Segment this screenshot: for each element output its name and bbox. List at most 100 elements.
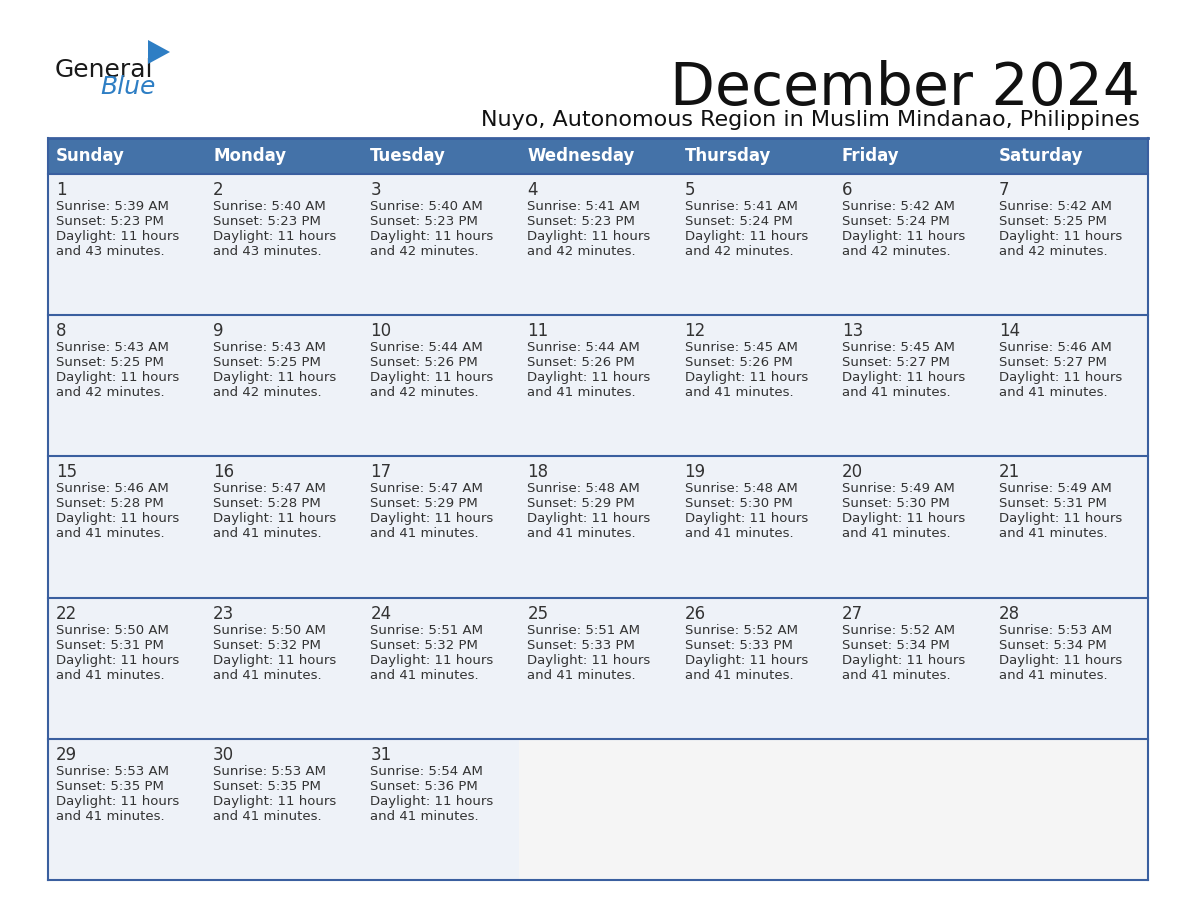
Bar xyxy=(677,598,834,739)
Text: and 42 minutes.: and 42 minutes. xyxy=(213,386,322,399)
Text: Daylight: 11 hours: Daylight: 11 hours xyxy=(999,654,1123,666)
Text: 21: 21 xyxy=(999,464,1020,481)
Text: and 41 minutes.: and 41 minutes. xyxy=(999,528,1107,541)
Bar xyxy=(991,315,1148,456)
Text: 2: 2 xyxy=(213,181,223,199)
Bar xyxy=(677,315,834,456)
Text: Sunrise: 5:44 AM: Sunrise: 5:44 AM xyxy=(527,341,640,354)
Text: Daylight: 11 hours: Daylight: 11 hours xyxy=(371,371,493,385)
Bar xyxy=(362,739,519,880)
Bar xyxy=(677,739,834,880)
Text: Sunrise: 5:48 AM: Sunrise: 5:48 AM xyxy=(684,482,797,496)
Text: Sunset: 5:25 PM: Sunset: 5:25 PM xyxy=(56,356,164,369)
Text: 17: 17 xyxy=(371,464,391,481)
Text: Sunrise: 5:49 AM: Sunrise: 5:49 AM xyxy=(842,482,954,496)
Text: 15: 15 xyxy=(56,464,77,481)
Text: and 41 minutes.: and 41 minutes. xyxy=(842,386,950,399)
Bar xyxy=(991,456,1148,598)
Text: and 41 minutes.: and 41 minutes. xyxy=(684,386,794,399)
Bar xyxy=(519,315,677,456)
Text: Daylight: 11 hours: Daylight: 11 hours xyxy=(999,512,1123,525)
Text: and 42 minutes.: and 42 minutes. xyxy=(371,245,479,258)
Text: Wednesday: Wednesday xyxy=(527,147,634,165)
Text: 29: 29 xyxy=(56,745,77,764)
Bar xyxy=(519,174,677,315)
Text: and 41 minutes.: and 41 minutes. xyxy=(684,528,794,541)
Text: Sunrise: 5:44 AM: Sunrise: 5:44 AM xyxy=(371,341,484,354)
Polygon shape xyxy=(148,40,170,64)
Text: Sunset: 5:26 PM: Sunset: 5:26 PM xyxy=(527,356,636,369)
Text: Sunrise: 5:45 AM: Sunrise: 5:45 AM xyxy=(684,341,797,354)
Bar xyxy=(677,456,834,598)
Text: Daylight: 11 hours: Daylight: 11 hours xyxy=(371,654,493,666)
Text: Sunrise: 5:46 AM: Sunrise: 5:46 AM xyxy=(999,341,1112,354)
Text: Sunrise: 5:50 AM: Sunrise: 5:50 AM xyxy=(56,623,169,636)
Text: Sunset: 5:32 PM: Sunset: 5:32 PM xyxy=(371,639,478,652)
Text: 11: 11 xyxy=(527,322,549,341)
Text: Sunrise: 5:47 AM: Sunrise: 5:47 AM xyxy=(371,482,484,496)
Text: 9: 9 xyxy=(213,322,223,341)
Text: and 41 minutes.: and 41 minutes. xyxy=(56,528,165,541)
Text: Daylight: 11 hours: Daylight: 11 hours xyxy=(684,371,808,385)
Text: Monday: Monday xyxy=(213,147,286,165)
Text: and 41 minutes.: and 41 minutes. xyxy=(213,810,322,823)
Text: Sunset: 5:34 PM: Sunset: 5:34 PM xyxy=(842,639,949,652)
Text: Sunrise: 5:51 AM: Sunrise: 5:51 AM xyxy=(371,623,484,636)
Bar xyxy=(206,315,362,456)
Text: 30: 30 xyxy=(213,745,234,764)
Text: Daylight: 11 hours: Daylight: 11 hours xyxy=(213,654,336,666)
Text: 3: 3 xyxy=(371,181,381,199)
Text: Sunrise: 5:49 AM: Sunrise: 5:49 AM xyxy=(999,482,1112,496)
Text: and 41 minutes.: and 41 minutes. xyxy=(999,386,1107,399)
Text: Sunset: 5:24 PM: Sunset: 5:24 PM xyxy=(684,215,792,228)
Bar xyxy=(991,739,1148,880)
Text: 28: 28 xyxy=(999,605,1020,622)
Text: Sunset: 5:35 PM: Sunset: 5:35 PM xyxy=(56,779,164,793)
Text: 26: 26 xyxy=(684,605,706,622)
Bar xyxy=(362,315,519,456)
Text: December 2024: December 2024 xyxy=(670,60,1140,117)
Text: Blue: Blue xyxy=(100,75,156,99)
Text: Sunrise: 5:51 AM: Sunrise: 5:51 AM xyxy=(527,623,640,636)
Text: Nuyo, Autonomous Region in Muslim Mindanao, Philippines: Nuyo, Autonomous Region in Muslim Mindan… xyxy=(481,110,1140,130)
Text: and 41 minutes.: and 41 minutes. xyxy=(684,668,794,681)
Bar xyxy=(834,598,991,739)
Bar xyxy=(834,315,991,456)
Text: Daylight: 11 hours: Daylight: 11 hours xyxy=(56,512,179,525)
Text: Sunset: 5:26 PM: Sunset: 5:26 PM xyxy=(684,356,792,369)
Text: and 43 minutes.: and 43 minutes. xyxy=(56,245,165,258)
Bar xyxy=(362,598,519,739)
Text: Sunset: 5:25 PM: Sunset: 5:25 PM xyxy=(999,215,1107,228)
Text: and 41 minutes.: and 41 minutes. xyxy=(842,528,950,541)
Text: Sunset: 5:32 PM: Sunset: 5:32 PM xyxy=(213,639,321,652)
Text: and 41 minutes.: and 41 minutes. xyxy=(213,668,322,681)
Text: and 42 minutes.: and 42 minutes. xyxy=(999,245,1107,258)
Bar xyxy=(48,739,206,880)
Bar xyxy=(677,174,834,315)
Text: Sunrise: 5:41 AM: Sunrise: 5:41 AM xyxy=(527,200,640,213)
Text: 20: 20 xyxy=(842,464,862,481)
Text: and 41 minutes.: and 41 minutes. xyxy=(371,668,479,681)
Text: Daylight: 11 hours: Daylight: 11 hours xyxy=(213,230,336,243)
Text: Daylight: 11 hours: Daylight: 11 hours xyxy=(842,230,965,243)
Text: and 41 minutes.: and 41 minutes. xyxy=(527,668,636,681)
Text: 1: 1 xyxy=(56,181,67,199)
Text: Friday: Friday xyxy=(842,147,899,165)
Text: and 41 minutes.: and 41 minutes. xyxy=(371,528,479,541)
Text: 13: 13 xyxy=(842,322,862,341)
Bar xyxy=(362,174,519,315)
Text: Tuesday: Tuesday xyxy=(371,147,447,165)
Bar xyxy=(206,456,362,598)
Text: 18: 18 xyxy=(527,464,549,481)
Bar xyxy=(519,739,677,880)
Text: and 43 minutes.: and 43 minutes. xyxy=(213,245,322,258)
Bar xyxy=(834,456,991,598)
Text: Sunrise: 5:41 AM: Sunrise: 5:41 AM xyxy=(684,200,797,213)
Bar xyxy=(48,598,206,739)
Text: Daylight: 11 hours: Daylight: 11 hours xyxy=(56,230,179,243)
Text: Sunrise: 5:46 AM: Sunrise: 5:46 AM xyxy=(56,482,169,496)
Text: Daylight: 11 hours: Daylight: 11 hours xyxy=(213,512,336,525)
Text: Sunset: 5:23 PM: Sunset: 5:23 PM xyxy=(56,215,164,228)
Bar xyxy=(991,598,1148,739)
Text: 19: 19 xyxy=(684,464,706,481)
